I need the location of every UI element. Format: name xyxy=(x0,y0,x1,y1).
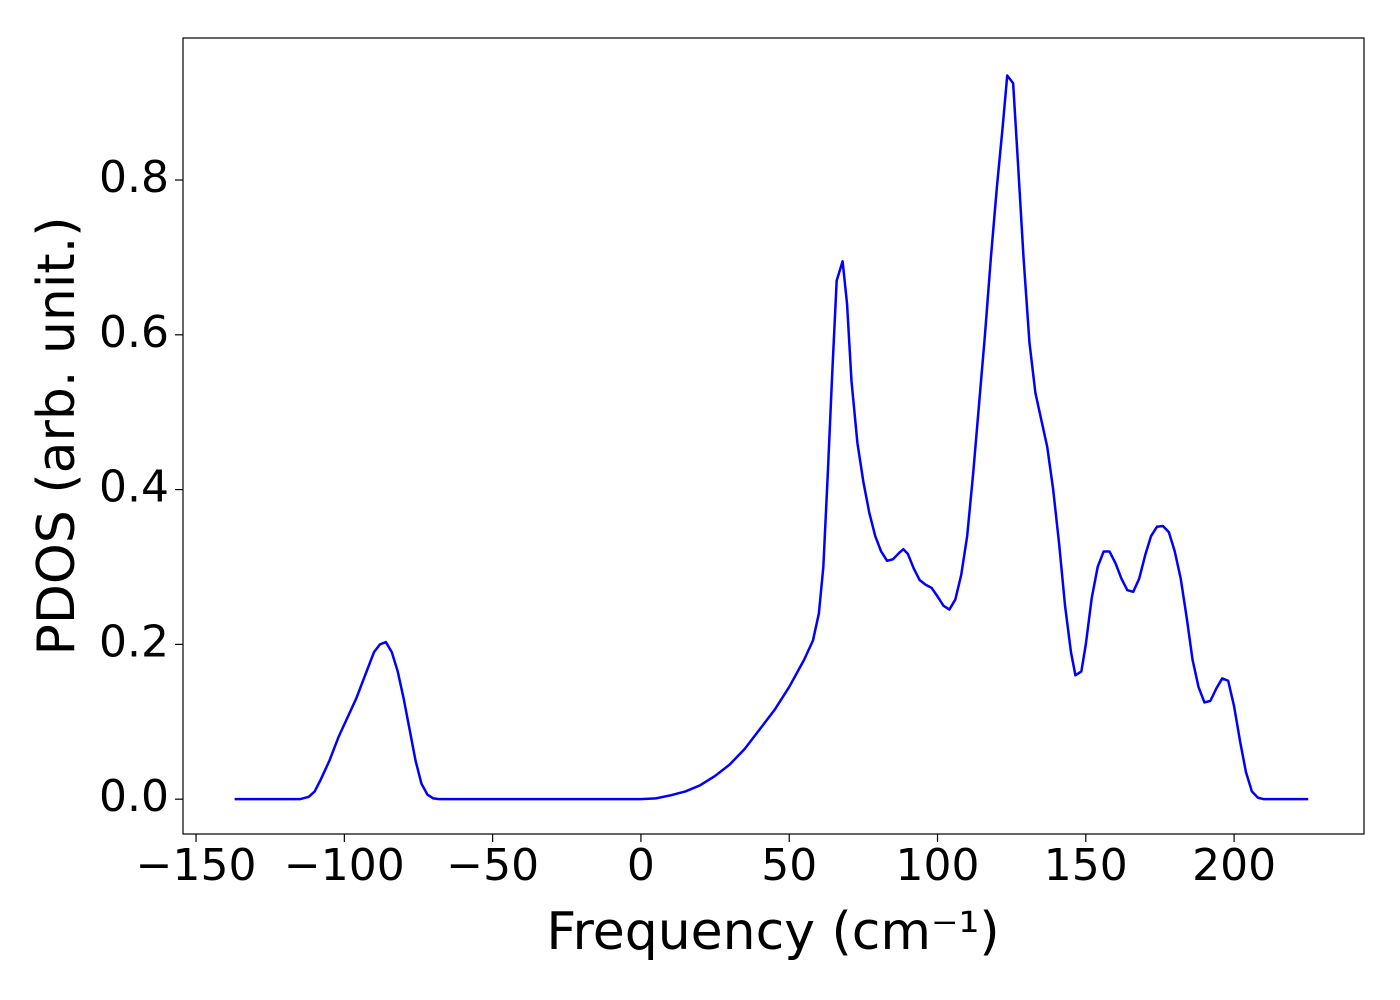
x-tick-label: 0 xyxy=(627,840,655,891)
y-tick-label: 0.0 xyxy=(99,771,169,822)
y-tick-label: 0.4 xyxy=(99,462,169,513)
x-axis-label: Frequency (cm⁻¹) xyxy=(546,902,999,962)
y-tick-label: 0.6 xyxy=(99,307,169,358)
plot-frame xyxy=(182,37,1365,835)
x-tick-label: −150 xyxy=(136,840,257,891)
pdos-line xyxy=(234,74,1309,801)
x-tick-label: −100 xyxy=(284,840,405,891)
x-tick-label: 50 xyxy=(761,840,817,891)
y-tick-label: 0.2 xyxy=(99,616,169,667)
y-axis-label: PDOS (arb. unit.) xyxy=(27,216,87,655)
x-tick-label: 100 xyxy=(896,840,980,891)
x-tick-label: 150 xyxy=(1044,840,1128,891)
x-tick-label: 200 xyxy=(1192,840,1276,891)
x-tick-label: −50 xyxy=(446,840,539,891)
y-tick-label: 0.8 xyxy=(99,152,169,203)
